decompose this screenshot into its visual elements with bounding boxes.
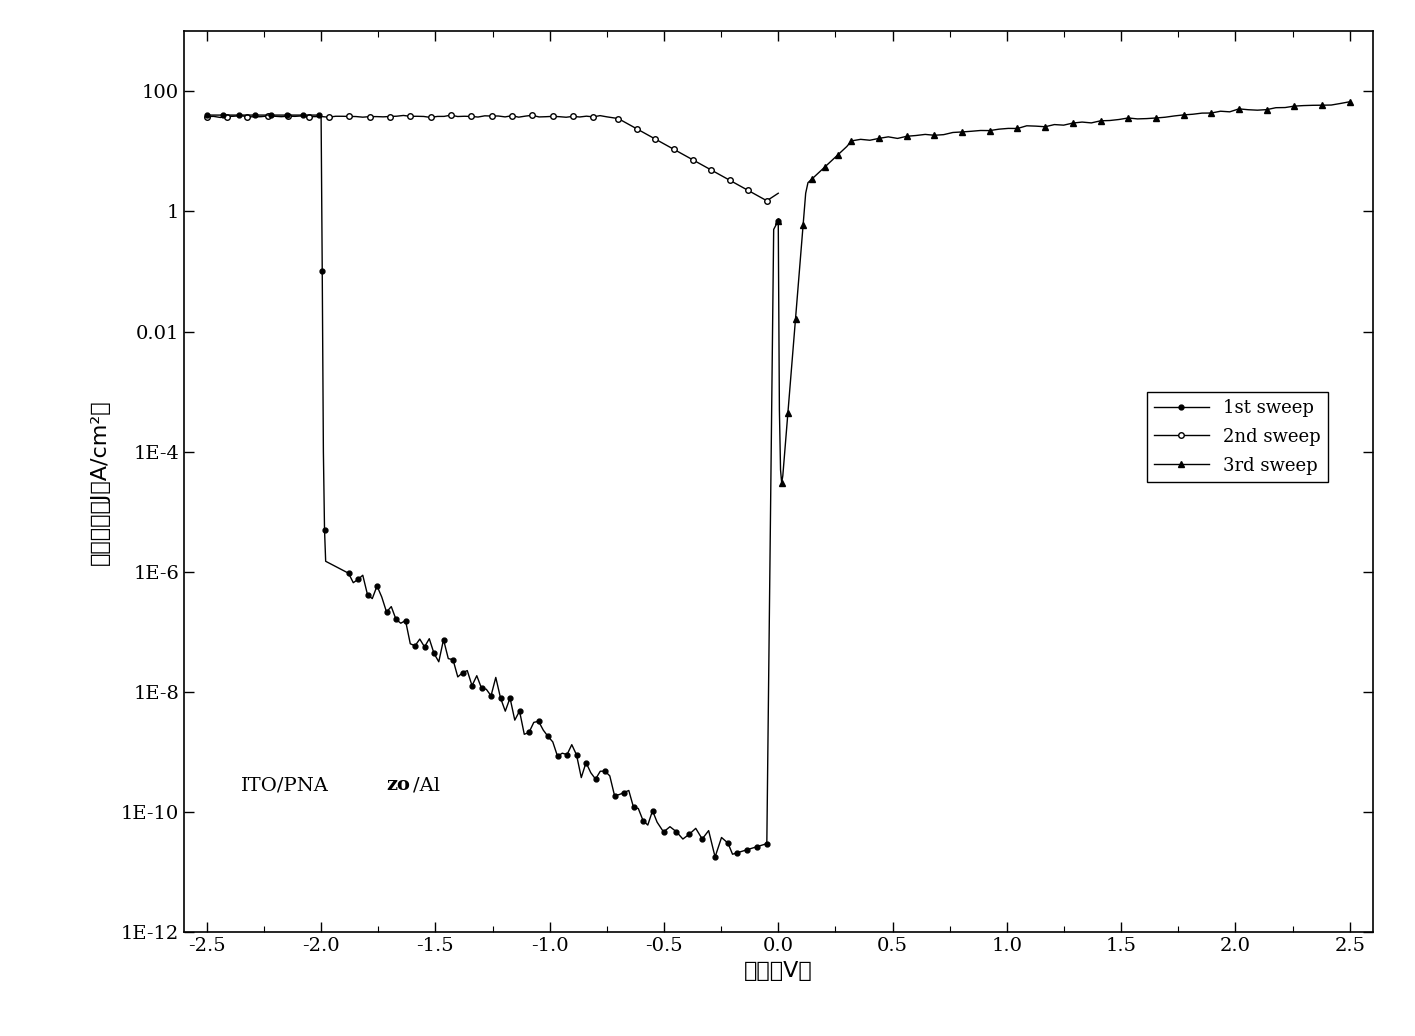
Line: 2nd sweep: 2nd sweep	[204, 112, 781, 203]
2nd sweep	[225, 110, 242, 122]
1st sweep	[713, 831, 730, 843]
1st sweep	[198, 109, 215, 121]
2nd sweep	[212, 111, 229, 123]
2nd sweep	[259, 110, 276, 122]
Line: 3rd sweep: 3rd sweep	[775, 99, 1353, 486]
2nd sweep	[198, 111, 215, 123]
2nd sweep	[770, 188, 787, 200]
Line: 1st sweep: 1st sweep	[204, 113, 781, 860]
3rd sweep	[925, 130, 942, 142]
3rd sweep	[1046, 118, 1063, 131]
Text: zo: zo	[386, 776, 410, 795]
3rd sweep	[1156, 111, 1173, 123]
2nd sweep	[443, 109, 460, 121]
1st sweep	[770, 214, 787, 227]
2nd sweep	[691, 156, 708, 169]
2nd sweep	[758, 195, 775, 207]
1st sweep	[739, 843, 756, 856]
Legend: 1st sweep, 2nd sweep, 3rd sweep: 1st sweep, 2nd sweep, 3rd sweep	[1148, 392, 1327, 482]
3rd sweep	[770, 214, 787, 227]
Text: /Al: /Al	[413, 776, 440, 795]
Text: ITO/PNA: ITO/PNA	[241, 776, 328, 795]
3rd sweep	[833, 144, 850, 156]
3rd sweep	[917, 128, 934, 141]
X-axis label: 电压（V）: 电压（V）	[744, 960, 812, 981]
2nd sweep	[647, 133, 664, 145]
1st sweep	[398, 614, 415, 627]
3rd sweep	[1341, 95, 1358, 108]
3rd sweep	[825, 152, 842, 165]
1st sweep	[625, 801, 642, 813]
1st sweep	[706, 851, 723, 863]
1st sweep	[601, 770, 618, 782]
Y-axis label: 电流密度，J（A/cm²）: 电流密度，J（A/cm²）	[89, 399, 110, 565]
3rd sweep	[773, 477, 790, 489]
2nd sweep	[483, 110, 499, 122]
1st sweep	[648, 816, 665, 829]
